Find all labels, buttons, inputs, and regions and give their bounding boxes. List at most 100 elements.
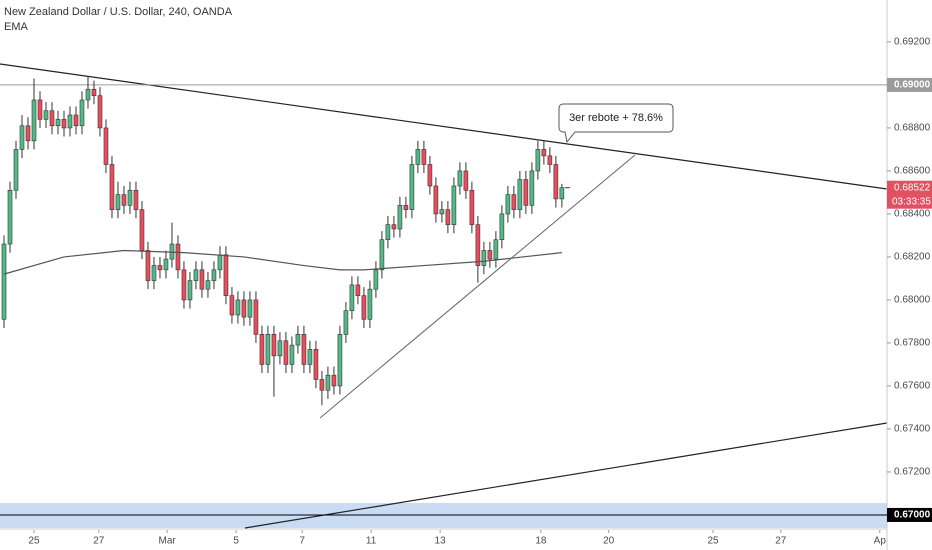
candle-body [133,189,139,210]
candle-body [181,269,187,301]
y-tick-label: 0.68000 [894,295,931,306]
candle-body [367,288,373,320]
candle-body [409,164,415,210]
candle-body [397,205,403,230]
candle-body [55,119,61,127]
x-tick-label: 13 [435,536,447,547]
y-tick-label: 0.68400 [894,209,931,220]
candle-body [19,125,25,150]
indicator-label: EMA [4,21,29,33]
candle-body [523,179,529,206]
candle-body [337,334,343,387]
candle-body [463,170,469,191]
trend-line [0,63,888,190]
x-tick-label: Mar [159,536,177,547]
y-tick-label: 0.68600 [894,166,931,177]
candle-body [97,95,103,129]
level-box [887,507,932,522]
annotation: 3er rebote + 78.6% [569,112,663,124]
candle-body [115,194,121,210]
candle-body [343,310,349,335]
candle-body [61,119,67,129]
candle-body [151,265,157,281]
candle-body [421,149,427,165]
candle-body [193,269,199,281]
candle-body [331,374,337,387]
candle-body [361,295,367,320]
candle-body [253,299,259,335]
candle-body [451,185,457,225]
candle-body [283,340,289,365]
candle-body [403,205,409,210]
candle-body [475,224,481,266]
candle-body [511,194,517,210]
candle-body [493,239,499,260]
candle-body [103,127,109,165]
candle-body [457,170,463,187]
header: New Zealand Dollar / U.S. Dollar, 240, O… [4,6,233,33]
candle-body [415,149,421,165]
candle-body [25,125,31,142]
candle-body [85,88,91,101]
y-tick-label: 0.69200 [894,37,931,48]
candle-body [325,374,331,391]
candle-body [265,334,271,365]
candle-body [163,258,169,271]
countdown: 03:33:35 [892,196,931,207]
candle-body [127,189,133,206]
candle-body [445,209,451,225]
candle-body [259,334,265,365]
y-tick-label: 0.67200 [894,467,931,478]
x-tick-label: 25 [28,536,40,547]
candle-body [109,164,115,210]
candle-body [73,114,79,127]
candle-body [31,99,37,142]
candle-body [391,224,397,230]
candle-body [385,224,391,241]
candle-body [277,340,283,357]
candle-body [217,254,223,271]
candle-body [487,250,493,260]
level-box [887,77,932,92]
x-tick-label: 20 [603,536,615,547]
candle-body [355,284,361,296]
candle-body [241,299,247,318]
y-tick-label: 0.68200 [894,252,931,263]
candle-body [313,349,319,380]
y-tick-label: 0.67800 [894,338,931,349]
last-price-box [887,180,932,209]
candle-body [49,110,55,127]
candle-body [121,194,127,206]
candle-body [43,110,49,120]
last-price-label: 0.68522 [894,182,931,193]
zone [0,503,887,528]
candle-body [7,189,13,245]
candle-body [235,299,241,316]
candle-body [175,243,181,271]
candle-body [199,269,205,290]
candle-body [301,334,307,365]
candle-body [559,187,565,200]
candle-body [481,250,487,266]
candle-body [529,170,535,206]
candle-body [547,155,553,165]
ema-line [3,249,562,275]
x-tick-label: 27 [775,536,787,547]
candle-body [79,99,85,127]
y-tick-label: 0.68800 [894,123,931,134]
x-tick-label: 7 [299,536,305,547]
x-tick-label: 27 [93,536,105,547]
x-tick-label: 18 [535,536,547,547]
trend-line [319,154,636,419]
candle-body [439,209,445,215]
candle-body [271,334,277,357]
candle-body [145,250,151,281]
candle-body [517,179,523,210]
candle-body [553,164,559,200]
candle-body [223,254,229,296]
candle-body [373,269,379,290]
x-tick-label: 5 [233,536,239,547]
candle-body [1,243,7,320]
candle-body [91,88,97,96]
